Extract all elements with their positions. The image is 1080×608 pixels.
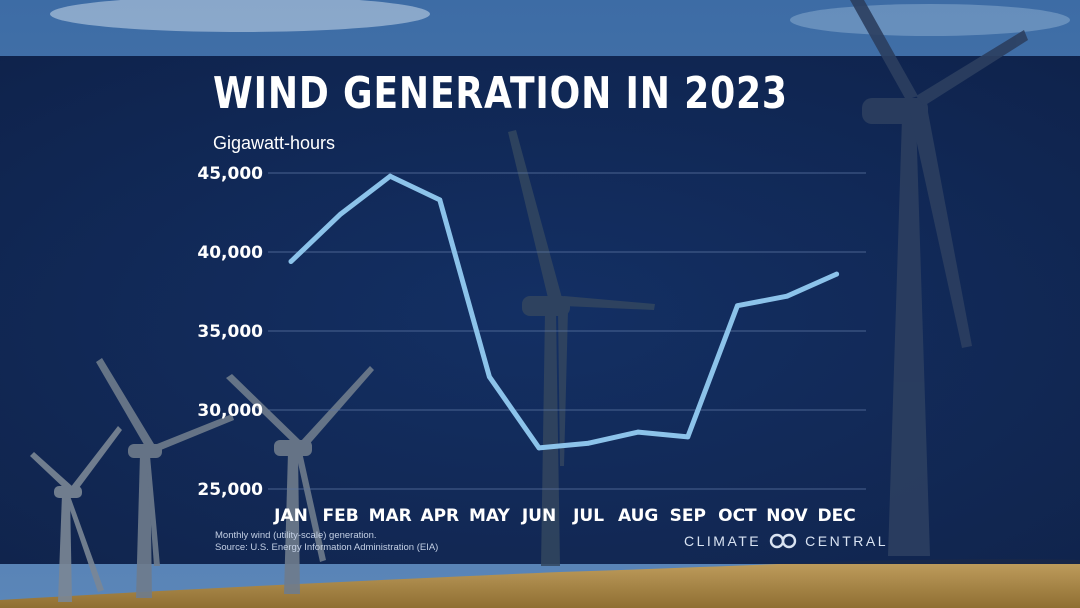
y-tick-label: 35,000 xyxy=(197,322,263,342)
y-tick-label: 25,000 xyxy=(197,480,263,500)
x-tick-label: MAR xyxy=(369,506,412,526)
x-tick-label: NOV xyxy=(766,506,808,526)
data-point xyxy=(635,429,641,435)
data-point xyxy=(586,440,591,446)
data-point xyxy=(487,374,492,380)
series-layer xyxy=(288,173,840,451)
x-axis-ticks: JAN FEB MAR APR MAY JUN JUL AUG SEP OCT NOV DEC xyxy=(273,506,856,526)
x-tick-label: FEB xyxy=(323,506,359,526)
y-axis-ticks: 25,000 30,000 35,000 40,000 45,000 xyxy=(197,164,263,500)
data-point xyxy=(784,293,790,299)
footnote-source: Source: U.S. Energy Information Administ… xyxy=(215,542,439,553)
y-axis-label: Gigawatt-hours xyxy=(213,133,336,153)
x-tick-label: APR xyxy=(420,506,459,526)
x-tick-label: SEP xyxy=(670,506,706,526)
grid-lines xyxy=(268,172,866,490)
x-tick-label: JUN xyxy=(521,506,556,526)
data-point xyxy=(735,303,740,309)
field xyxy=(0,559,1080,608)
chart-title: WIND GENERATION IN 2023 xyxy=(213,68,788,119)
wind-turbine xyxy=(30,426,122,602)
y-tick-label: 40,000 xyxy=(197,243,263,263)
x-tick-label: JAN xyxy=(273,506,308,526)
wind-turbine xyxy=(226,366,374,594)
x-tick-label: MAY xyxy=(469,506,510,526)
wind-turbine xyxy=(508,130,655,566)
x-tick-label: JUL xyxy=(572,506,604,526)
x-tick-label: DEC xyxy=(817,506,855,526)
brand-word-right: CENTRAL xyxy=(805,533,888,549)
y-tick-label: 45,000 xyxy=(197,164,263,184)
data-point xyxy=(387,173,393,179)
data-point xyxy=(685,434,691,440)
wind-turbine xyxy=(850,0,1028,556)
footnote-description: Monthly wind (utility-scale) generation. xyxy=(215,530,377,541)
data-point xyxy=(288,259,294,264)
data-point xyxy=(437,197,443,203)
data-point xyxy=(338,211,343,217)
brand-word-left: CLIMATE xyxy=(684,533,762,549)
wind-turbine xyxy=(96,358,234,598)
y-tick-label: 30,000 xyxy=(197,401,263,421)
x-tick-label: OCT xyxy=(718,506,757,526)
climate-central-logo: CLIMATE CENTRAL xyxy=(684,533,888,549)
data-point xyxy=(536,445,542,451)
x-tick-label: AUG xyxy=(618,506,658,526)
data-point xyxy=(834,271,839,277)
linked-rings-icon xyxy=(769,533,797,549)
series-line xyxy=(288,173,840,451)
cloud xyxy=(50,0,430,32)
